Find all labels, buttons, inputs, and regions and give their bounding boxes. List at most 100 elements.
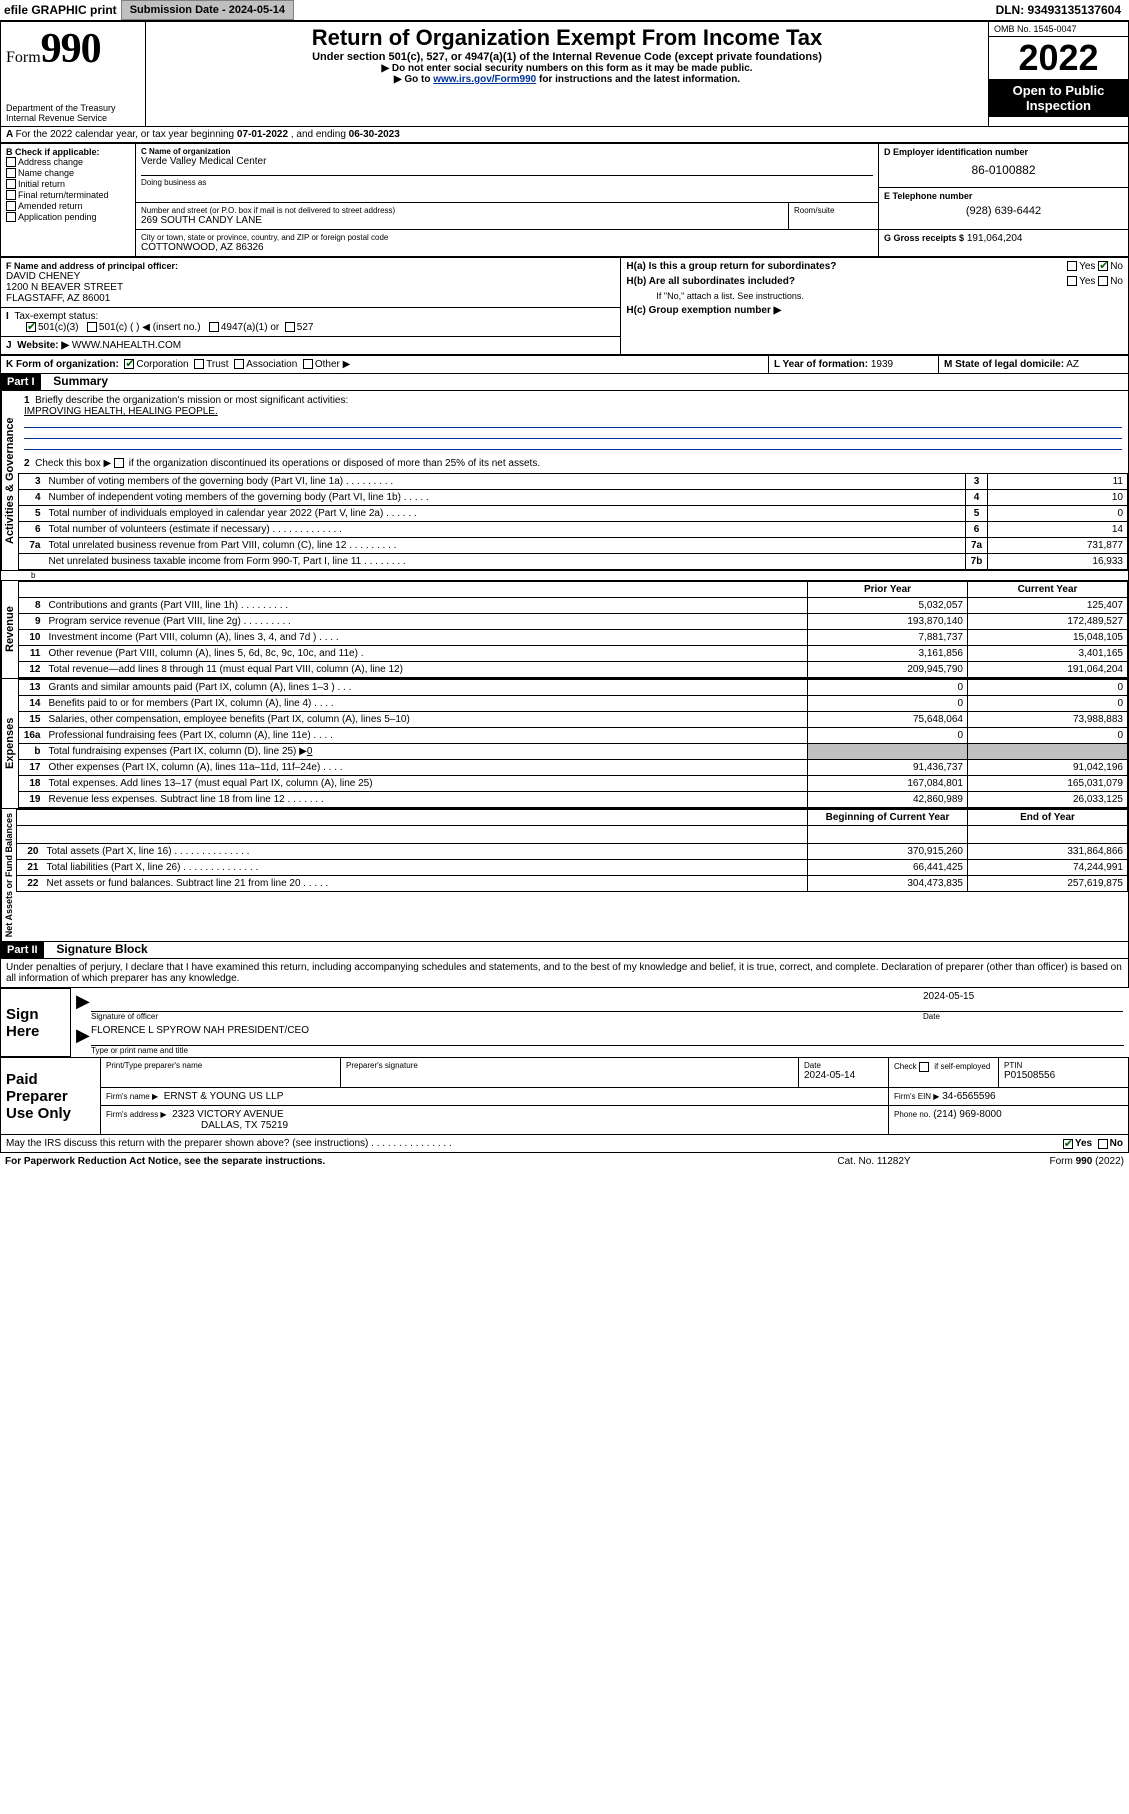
line2-checkbox[interactable] xyxy=(114,458,124,468)
efile-label: efile GRAPHIC print xyxy=(0,0,121,20)
officer-status-table: F Name and address of principal officer:… xyxy=(0,257,1129,355)
city-label: City or town, state or province, country… xyxy=(141,233,873,242)
note-link: ▶ Go to www.irs.gov/Form990 for instruct… xyxy=(151,74,983,85)
prep-name-label: Print/Type preparer's name xyxy=(106,1061,335,1070)
tax-year: 2022 xyxy=(989,37,1128,79)
discuss-yes-checkbox[interactable] xyxy=(1063,1139,1073,1149)
firm-addr2: DALLAS, TX 75219 xyxy=(106,1120,288,1131)
table-row: 16aProfessional fundraising fees (Part I… xyxy=(19,728,1128,744)
table-row: 7aTotal unrelated business revenue from … xyxy=(19,538,1128,554)
501c-checkbox[interactable] xyxy=(87,322,97,332)
table-row: 8Contributions and grants (Part VIII, li… xyxy=(19,598,1128,614)
box-d-label: D Employer identification number xyxy=(884,147,1123,157)
self-emp-label: if self-employed xyxy=(934,1062,990,1071)
box-f-label: F Name and address of principal officer: xyxy=(6,261,615,271)
ptin-value: P01508556 xyxy=(1004,1070,1123,1081)
box-b-item: Address change xyxy=(6,157,130,168)
governance-rows: 3Number of voting members of the governi… xyxy=(18,473,1128,570)
dln-label: DLN: 93493135137604 xyxy=(988,0,1129,20)
table-row: 15Salaries, other compensation, employee… xyxy=(19,712,1128,728)
box-b-item: Initial return xyxy=(6,179,130,190)
firm-ein: 34-6565596 xyxy=(942,1091,995,1102)
assoc-checkbox[interactable] xyxy=(234,359,244,369)
dba-label: Doing business as xyxy=(141,175,873,187)
table-row: 20Total assets (Part X, line 16) . . . .… xyxy=(17,844,1128,860)
city-value: COTTONWOOD, AZ 86326 xyxy=(141,242,873,253)
line1-label: Briefly describe the organization's miss… xyxy=(35,395,348,406)
officer-name-label: Type or print name and title xyxy=(91,1046,188,1055)
vert-expenses: Expenses xyxy=(1,679,18,808)
table-row: 5Total number of individuals employed in… xyxy=(19,506,1128,522)
line-k-label: K Form of organization: xyxy=(6,359,119,370)
topbar: efile GRAPHIC print Submission Date - 20… xyxy=(0,0,1129,21)
discuss-no-checkbox[interactable] xyxy=(1098,1139,1108,1149)
h-c-line: H(c) Group exemption number ▶ xyxy=(626,305,1123,316)
paperwork-notice: For Paperwork Reduction Act Notice, see … xyxy=(5,1156,774,1167)
irs-label: Internal Revenue Service xyxy=(6,113,140,123)
street-value: 269 SOUTH CANDY LANE xyxy=(141,215,783,226)
irs-link[interactable]: www.irs.gov/Form990 xyxy=(433,74,536,85)
part2-title: Signature Block xyxy=(46,942,147,956)
prep-date-label: Date xyxy=(804,1061,883,1070)
revenue-rows: Prior YearCurrent Year8Contributions and… xyxy=(18,581,1128,678)
table-row: 14Benefits paid to or for members (Part … xyxy=(19,696,1128,712)
note-ssn: ▶ Do not enter social security numbers o… xyxy=(151,63,983,74)
officer-addr1: 1200 N BEAVER STREET xyxy=(6,282,615,293)
hb-yes-checkbox[interactable] xyxy=(1067,276,1077,286)
h-b-line: H(b) Are all subordinates included? Yes … xyxy=(626,276,1123,287)
sig-officer-label: Signature of officer xyxy=(91,1012,923,1021)
header-table: Form990 Department of the Treasury Inter… xyxy=(0,21,1129,127)
part2-label: Part II xyxy=(1,942,44,958)
firm-name-label: Firm's name ▶ xyxy=(106,1092,158,1101)
form-number: Form990 xyxy=(6,25,140,73)
box-e-label: E Telephone number xyxy=(884,191,1123,201)
date-label: Date xyxy=(923,1012,1123,1021)
tax-period-line: A For the 2022 calendar year, or tax yea… xyxy=(0,127,1129,143)
officer-printed-name: FLORENCE L SPYROW NAH PRESIDENT/CEO xyxy=(91,1025,1124,1046)
vert-netassets: Net Assets or Fund Balances xyxy=(1,809,16,941)
year-formation: 1939 xyxy=(871,359,893,370)
klm-table: K Form of organization: Corporation Trus… xyxy=(0,355,1129,374)
check-label: Check xyxy=(894,1062,917,1071)
omb-number: OMB No. 1545-0047 xyxy=(989,22,1128,37)
table-row: 11Other revenue (Part VIII, column (A), … xyxy=(19,646,1128,662)
phone-label: Phone no. xyxy=(894,1110,930,1119)
box-b-item: Name change xyxy=(6,168,130,179)
table-row: 4Number of independent voting members of… xyxy=(19,490,1128,506)
527-checkbox[interactable] xyxy=(285,322,295,332)
501c3-checkbox[interactable] xyxy=(26,322,36,332)
submission-date-button[interactable]: Submission Date - 2024-05-14 xyxy=(121,0,294,20)
discuss-line: May the IRS discuss this return with the… xyxy=(0,1135,1129,1153)
ha-yes-checkbox[interactable] xyxy=(1067,261,1077,271)
org-name: Verde Valley Medical Center xyxy=(141,156,873,167)
other-checkbox[interactable] xyxy=(303,359,313,369)
table-row: 19Revenue less expenses. Subtract line 1… xyxy=(19,792,1128,808)
street-label: Number and street (or P.O. box if mail i… xyxy=(141,206,783,215)
ptin-label: PTIN xyxy=(1004,1061,1123,1070)
dept-treasury: Department of the Treasury xyxy=(6,103,140,113)
netassets-rows: Beginning of Current YearEnd of Year20To… xyxy=(16,809,1128,892)
website-label: Website: ▶ xyxy=(17,340,69,351)
name-arrow-icon: ▶ xyxy=(76,1025,91,1046)
vert-activities: Activities & Governance xyxy=(1,391,18,570)
hb-no-checkbox[interactable] xyxy=(1098,276,1108,286)
part1-label: Part I xyxy=(1,374,41,390)
table-row: 6Total number of volunteers (estimate if… xyxy=(19,522,1128,538)
table-row: 13Grants and similar amounts paid (Part … xyxy=(19,680,1128,696)
trust-checkbox[interactable] xyxy=(194,359,204,369)
line-m-label: M State of legal domicile: xyxy=(944,359,1064,370)
sig-date: 2024-05-15 xyxy=(923,991,1123,1012)
ha-no-checkbox[interactable] xyxy=(1098,261,1108,271)
open-public-badge: Open to Public Inspection xyxy=(989,79,1128,117)
website-value: WWW.NAHEALTH.COM xyxy=(72,340,181,351)
firm-phone: (214) 969-8000 xyxy=(933,1109,1001,1120)
firm-addr-label: Firm's address ▶ xyxy=(106,1110,167,1119)
firm-addr1: 2323 VICTORY AVENUE xyxy=(172,1109,284,1120)
self-employed-checkbox[interactable] xyxy=(919,1062,929,1072)
4947-checkbox[interactable] xyxy=(209,322,219,332)
tax-status-label: Tax-exempt status: xyxy=(14,311,98,322)
line-l-label: L Year of formation: xyxy=(774,359,868,370)
box-b-heading: B Check if applicable: xyxy=(6,147,130,157)
corp-checkbox[interactable] xyxy=(124,359,134,369)
firm-ein-label: Firm's EIN ▶ xyxy=(894,1092,939,1101)
